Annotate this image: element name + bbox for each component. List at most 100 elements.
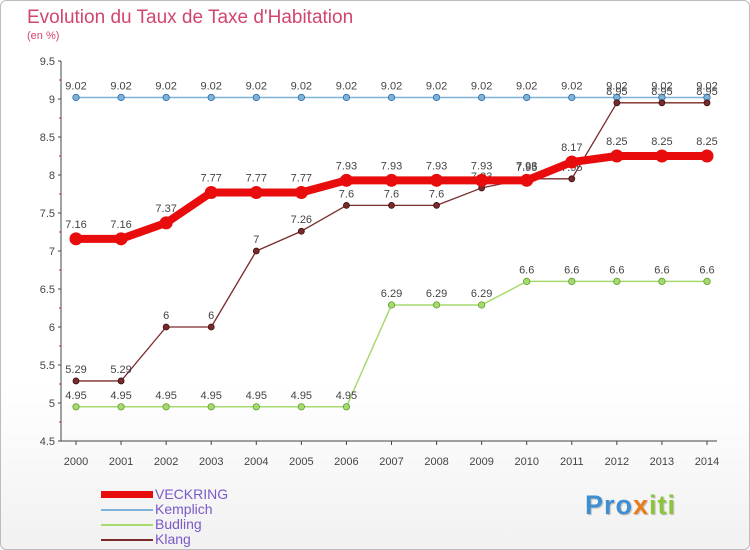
x-tick-label: 2005	[289, 456, 313, 468]
data-point-klang	[117, 377, 125, 385]
data-point-veckring	[339, 173, 353, 187]
data-point-budling	[658, 277, 666, 285]
data-point-veckring	[475, 173, 489, 187]
data-label-budling: 6.6	[654, 264, 669, 276]
data-point-klang	[343, 201, 350, 209]
data-label-veckring: 7.16	[110, 219, 131, 231]
data-label-veckring: 7.37	[155, 203, 176, 215]
x-tick-label: 2010	[514, 456, 538, 468]
data-point-budling	[162, 403, 170, 411]
data-label-veckring: 8.17	[561, 142, 582, 154]
data-label-kemplich: 9.02	[110, 80, 131, 92]
data-label-budling: 4.95	[110, 390, 131, 402]
data-point-veckring	[159, 216, 173, 230]
data-label-veckring: 7.93	[336, 160, 357, 172]
x-tick-label: 2001	[109, 456, 133, 468]
y-tick-label: 5	[49, 398, 55, 410]
data-label-budling: 6.6	[609, 264, 624, 276]
y-tick-label: 6	[49, 322, 55, 334]
legend-label-budling: Budling	[155, 516, 202, 532]
series-veckring: 7.16 7.16 7.37 7.77 7.77 7.77 7.93 7.93 7.93 7.93…	[65, 136, 718, 246]
data-point-kemplich	[72, 93, 80, 102]
data-point-klang	[658, 99, 666, 107]
data-label-veckring: 7.93	[426, 160, 447, 172]
data-label-veckring: 8.25	[696, 136, 717, 148]
y-tick-label: 5.5	[40, 360, 55, 372]
x-tick-label: 2003	[199, 456, 223, 468]
data-point-veckring	[69, 232, 83, 246]
data-point-kemplich	[523, 93, 531, 102]
legend: VECKRING Kemplich Budling Klang	[101, 487, 301, 547]
data-label-veckring: 7.93	[381, 160, 402, 172]
y-tick-label: 7.5	[40, 208, 55, 220]
data-label-kemplich: 9.02	[471, 80, 492, 92]
legend-label-veckring: VECKRING	[155, 486, 229, 502]
data-label-veckring: 8.25	[606, 136, 627, 148]
data-label-klang: 5.29	[110, 364, 131, 376]
data-point-kemplich	[297, 93, 305, 102]
series-klang: 5.295.296677.267.67.67.67.837.957.958.95…	[65, 86, 718, 385]
data-label-budling: 4.95	[246, 390, 267, 402]
data-label-klang: 8.95	[606, 86, 627, 98]
y-tick-label: 4.5	[40, 436, 55, 448]
data-label-veckring: 7.77	[291, 172, 312, 184]
data-point-budling	[432, 301, 441, 309]
data-label-klang: 7	[253, 234, 259, 246]
data-point-klang	[703, 99, 711, 107]
data-label-budling: 6.29	[471, 288, 492, 300]
x-tick-label: 2000	[64, 456, 88, 468]
data-label-kemplich: 9.02	[606, 80, 627, 92]
legend-item-klang: Klang	[101, 532, 301, 547]
x-tick-label: 2008	[424, 456, 448, 468]
data-point-klang	[568, 175, 576, 183]
data-point-kemplich	[252, 93, 260, 102]
x-tick-label: 2006	[334, 456, 358, 468]
legend-item-veckring: VECKRING	[101, 487, 301, 502]
data-label-klang: 8.95	[651, 86, 672, 98]
legend-item-budling: Budling	[101, 517, 301, 532]
data-label-klang: 7.26	[291, 214, 312, 226]
data-label-kemplich: 9.02	[651, 80, 672, 92]
data-label-klang: 7.6	[339, 188, 354, 200]
data-label-klang: 7.95	[516, 162, 537, 174]
x-tick-label: 2011	[560, 456, 584, 468]
legend-swatch-veckring	[101, 491, 153, 498]
data-point-veckring	[520, 173, 534, 187]
data-point-klang	[252, 247, 260, 255]
data-point-veckring	[655, 149, 669, 163]
data-point-veckring	[430, 173, 444, 187]
data-label-klang: 5.29	[65, 364, 86, 376]
data-point-kemplich	[432, 93, 441, 102]
data-point-kemplich	[342, 93, 351, 102]
data-point-budling	[207, 403, 215, 411]
data-label-veckring: 7.16	[65, 219, 86, 231]
data-point-veckring	[114, 232, 128, 246]
data-label-kemplich: 9.02	[65, 80, 86, 92]
data-label-kemplich: 9.02	[696, 80, 717, 92]
data-label-budling: 6.29	[381, 288, 402, 300]
y-tick-label: 9	[49, 94, 55, 106]
data-point-budling	[568, 277, 576, 285]
data-point-budling	[703, 277, 711, 285]
legend-swatch-budling	[101, 524, 153, 526]
data-label-klang: 7.6	[384, 188, 399, 200]
chart-title: Evolution du Taux de Taxe d'Habitation	[27, 7, 354, 28]
data-label-klang: 8.95	[696, 86, 717, 98]
data-point-klang	[207, 323, 215, 331]
data-label-kemplich: 9.02	[246, 80, 267, 92]
data-label-kemplich: 9.02	[426, 80, 447, 92]
x-tick-label: 2013	[650, 456, 674, 468]
data-label-budling: 6.6	[519, 264, 534, 276]
data-label-budling: 6.6	[564, 264, 579, 276]
data-point-klang	[433, 201, 440, 209]
data-point-kemplich	[207, 93, 215, 102]
series-line-budling	[75, 280, 708, 408]
data-label-veckring: 7.77	[246, 172, 267, 184]
data-label-budling: 4.95	[336, 390, 357, 402]
data-label-kemplich: 9.02	[291, 80, 312, 92]
data-point-veckring	[204, 185, 218, 199]
y-tick-label: 7	[49, 246, 55, 258]
data-label-veckring: 7.93	[471, 160, 492, 172]
data-point-klang	[72, 377, 80, 385]
